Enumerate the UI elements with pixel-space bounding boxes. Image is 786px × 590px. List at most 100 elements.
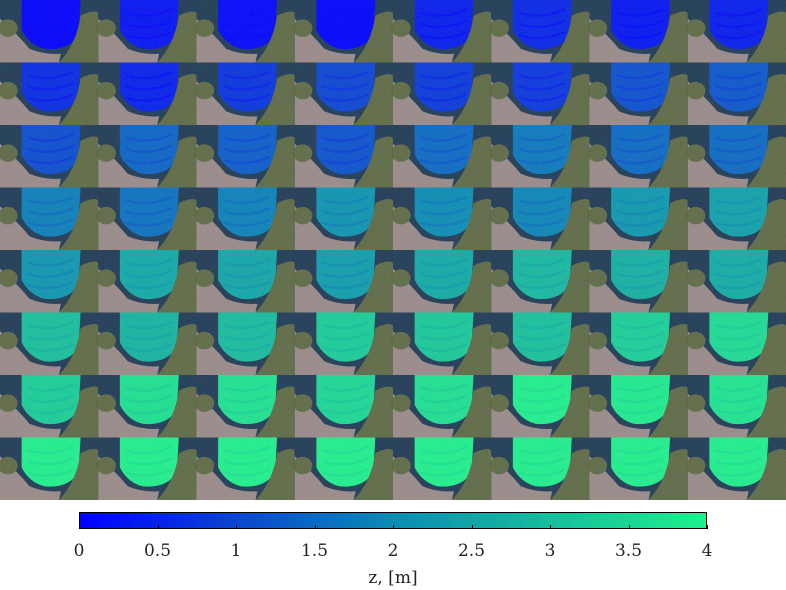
satellite-texture	[589, 62, 688, 125]
frame-tile	[587, 437, 689, 500]
satellite-texture	[589, 375, 688, 438]
frame-tile	[194, 312, 296, 376]
satellite-texture	[294, 250, 393, 313]
satellite-texture	[589, 437, 688, 500]
colorbar-tick-label: 4	[701, 541, 713, 561]
frame-tile	[685, 187, 786, 251]
frame-tile	[489, 187, 590, 251]
satellite-texture	[98, 125, 197, 188]
frame-tile	[96, 250, 197, 313]
frame-tile	[685, 0, 786, 63]
satellite-texture	[294, 187, 393, 250]
satellite-texture	[196, 187, 295, 250]
satellite-texture	[0, 312, 99, 375]
colorbar-tick-label: 2.5	[457, 541, 486, 561]
frame-tile	[391, 312, 492, 376]
frame-tile	[685, 437, 786, 500]
colorbar-tick-label: 1.5	[300, 541, 329, 561]
frame-tile	[96, 312, 197, 376]
satellite-texture	[393, 375, 492, 438]
frame-tile	[292, 437, 394, 500]
frame-tile	[685, 312, 786, 376]
satellite-texture	[687, 0, 786, 63]
colorbar-tick-mark	[236, 525, 237, 529]
satellite-texture	[491, 187, 590, 250]
satellite-texture	[98, 62, 197, 125]
satellite-texture	[589, 312, 688, 375]
frame-tile	[685, 250, 786, 313]
frame-tile	[391, 250, 492, 313]
satellite-texture	[589, 187, 688, 250]
frame-tile	[489, 312, 590, 376]
frame-tile	[96, 375, 197, 438]
frame-tile	[194, 187, 296, 251]
frame-tile	[292, 250, 394, 313]
satellite-texture	[98, 312, 197, 375]
frame-tile	[587, 62, 689, 126]
frame-tile	[292, 62, 394, 126]
frame-tile	[96, 187, 197, 251]
satellite-texture	[196, 62, 295, 125]
satellite-texture	[0, 437, 99, 500]
satellite-texture	[98, 437, 197, 500]
colorbar-tick-mark	[707, 525, 708, 529]
satellite-texture	[0, 62, 99, 125]
satellite-texture	[196, 375, 295, 438]
frame-tile	[0, 375, 99, 438]
satellite-texture	[491, 375, 590, 438]
satellite-texture	[491, 62, 590, 125]
frame-tile	[292, 187, 394, 251]
satellite-texture	[687, 125, 786, 188]
frame-tile	[489, 0, 590, 63]
satellite-texture	[491, 250, 590, 313]
satellite-texture	[687, 437, 786, 500]
satellite-texture	[687, 312, 786, 375]
frame-tile	[391, 62, 492, 126]
frame-tile	[587, 125, 689, 188]
colorbar-tick-label: 3.5	[614, 541, 643, 561]
frame-tile	[194, 0, 296, 63]
frame-tile	[194, 375, 296, 438]
colorbar-tick-mark	[550, 525, 551, 529]
frame-tile	[292, 375, 394, 438]
frame-tile	[96, 0, 197, 63]
frame-tile	[685, 125, 786, 188]
satellite-texture	[393, 187, 492, 250]
satellite-texture	[491, 0, 590, 63]
frame-tile	[489, 437, 590, 500]
colorbar-label: z, [m]	[368, 568, 418, 588]
satellite-texture	[294, 375, 393, 438]
satellite-texture	[491, 437, 590, 500]
colorbar-tick-mark	[393, 525, 394, 529]
frame-tile	[0, 187, 99, 251]
frame-tile	[391, 187, 492, 251]
colorbar-tick-label: 0.5	[143, 541, 172, 561]
frame-tile	[489, 125, 590, 188]
satellite-texture	[98, 0, 197, 63]
satellite-texture	[687, 375, 786, 438]
satellite-texture	[294, 62, 393, 125]
satellite-texture	[491, 312, 590, 375]
satellite-texture	[196, 312, 295, 375]
satellite-texture	[98, 187, 197, 250]
satellite-texture	[196, 0, 295, 63]
colorbar-tick-label: 2	[387, 541, 399, 561]
satellite-texture	[0, 250, 99, 313]
satellite-texture	[196, 125, 295, 188]
satellite-texture	[0, 187, 99, 250]
frame-tile	[194, 62, 296, 126]
frame-tile	[685, 375, 786, 438]
frame-tile	[292, 0, 394, 63]
satellite-texture	[196, 250, 295, 313]
satellite-texture	[98, 375, 197, 438]
frame-tile	[194, 437, 296, 500]
frame-mosaic	[0, 0, 786, 500]
frame-tile	[292, 312, 394, 376]
colorbar-tick-mark	[157, 525, 159, 529]
frame-tile	[489, 375, 590, 438]
frame-tile	[194, 250, 296, 313]
frame-tile	[96, 437, 197, 500]
satellite-texture	[294, 0, 393, 63]
colorbar-tick-label: 3	[544, 541, 556, 561]
satellite-texture	[196, 437, 295, 500]
